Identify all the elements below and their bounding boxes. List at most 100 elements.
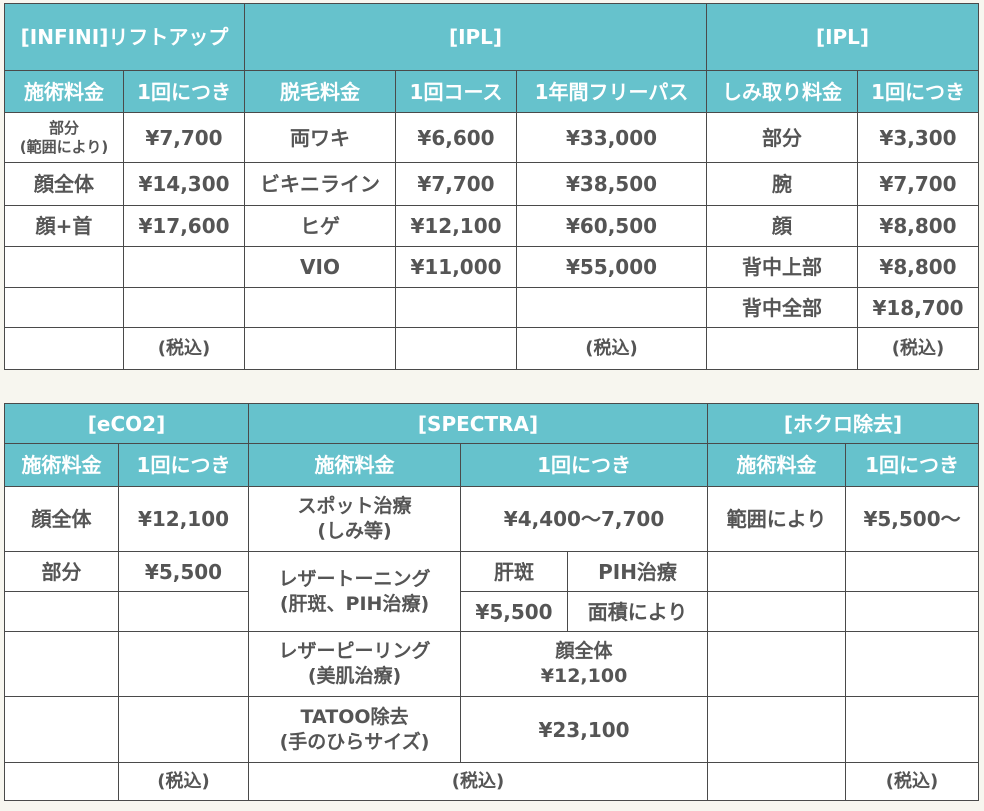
table-row: VIO ¥11,000 ¥55,000 背中上部 ¥8,800 <box>4 246 979 288</box>
empty-cell <box>845 551 980 592</box>
group-title-ipl-hair: [IPL] <box>244 3 707 71</box>
group-title-eco2: [eCO2] <box>3 403 250 444</box>
col-header-hair-year: 1年間フリーパス <box>516 70 707 113</box>
spectra-toning-sub1-price: ¥5,500 <box>460 591 569 632</box>
tax-row: (税込) (税込) (税込) <box>4 762 980 801</box>
hair-once-cell: ¥11,000 <box>395 246 517 288</box>
empty-cell <box>707 631 847 697</box>
hair-year-cell: ¥38,500 <box>516 162 707 206</box>
hair-area-cell: 両ワキ <box>244 112 396 163</box>
group-title-mole: [ホクロ除去] <box>707 403 980 444</box>
spectra-peeling-name-line2: (美肌治療) <box>307 665 402 687</box>
table-row: TATOO除去 (手のひらサイズ) ¥23,100 <box>4 696 980 763</box>
hair-once-cell: ¥6,600 <box>395 112 517 163</box>
infini-price-cell: ¥7,700 <box>123 112 245 163</box>
empty-cell <box>244 287 396 328</box>
price-table-eco2-spectra-mole: [eCO2] [SPECTRA] [ホクロ除去] 施術料金 1回につき 施術料金… <box>3 403 980 801</box>
col-header-spot-price: 1回につき <box>857 70 979 113</box>
empty-cell <box>395 327 517 370</box>
spot-area-cell: 背中上部 <box>706 246 858 288</box>
tax-note: (税込) <box>248 762 709 801</box>
empty-cell <box>4 696 119 763</box>
col-header-infini-area: 施術料金 <box>4 70 124 113</box>
infini-area-cell: 顔+首 <box>4 205 124 247</box>
empty-cell <box>707 762 847 801</box>
hair-once-cell: ¥12,100 <box>395 205 517 247</box>
empty-cell <box>395 287 517 328</box>
empty-cell <box>123 246 245 288</box>
hair-area-cell: ヒゲ <box>244 205 396 247</box>
eco2-price-cell: ¥5,500 <box>117 551 250 592</box>
empty-cell <box>4 631 119 697</box>
spectra-peeling-name: レザーピーリング (美肌治療) <box>248 631 462 697</box>
empty-cell <box>845 631 980 697</box>
eco2-area-cell: 顔全体 <box>4 486 119 552</box>
spot-price-cell: ¥8,800 <box>857 246 979 288</box>
empty-cell <box>4 591 119 632</box>
spectra-toning-sub1-label: 肝斑 <box>460 551 569 592</box>
col-header-infini-price: 1回につき <box>123 70 245 113</box>
price-table-infini-ipl: [INFINI]リフトアップ [IPL] [IPL] 施術料金 1回につき 脱毛… <box>4 3 979 370</box>
col-header-eco2-area: 施術料金 <box>4 443 119 487</box>
mole-price-cell: ¥5,500〜 <box>845 486 980 552</box>
spectra-toning-sub2-price: 面積により <box>567 591 709 632</box>
infini-area-cell: 顔全体 <box>4 162 124 206</box>
empty-cell <box>516 287 707 328</box>
infini-price-cell: ¥17,600 <box>123 205 245 247</box>
table-row: レザーピーリング (美肌治療) 顔全体 ¥12,100 <box>4 631 980 697</box>
spectra-peeling-price-line2: ¥12,100 <box>540 665 628 687</box>
col-header-spot-area: しみ取り料金 <box>706 70 858 113</box>
empty-cell <box>123 287 245 328</box>
spot-area-cell: 背中全部 <box>706 287 858 328</box>
table-row: 背中全部 ¥18,700 <box>4 287 979 328</box>
eco2-price-cell: ¥12,100 <box>117 486 250 552</box>
col-header-mole-price: 1回につき <box>845 443 980 487</box>
spot-price-cell: ¥7,700 <box>857 162 979 206</box>
empty-cell <box>707 551 847 592</box>
spectra-tatoo-name-line1: TATOO除去 <box>300 705 409 728</box>
spot-area-cell: 部分 <box>706 112 858 163</box>
table-row: 部分 (範囲により) ¥7,700 両ワキ ¥6,600 ¥33,000 部分 … <box>4 112 979 163</box>
col-header-spectra-area: 施術料金 <box>248 443 462 487</box>
group-title-infini: [INFINI]リフトアップ <box>4 3 245 71</box>
table-row: 顔+首 ¥17,600 ヒゲ ¥12,100 ¥60,500 顔 ¥8,800 <box>4 205 979 247</box>
empty-cell <box>707 696 847 763</box>
group-header-row: [INFINI]リフトアップ [IPL] [IPL] <box>4 3 979 71</box>
tax-note: (税込) <box>845 762 980 801</box>
tax-note: (税込) <box>123 327 245 370</box>
col-header-hair-area: 脱毛料金 <box>244 70 396 113</box>
infini-area-cell: 部分 (範囲により) <box>4 112 124 163</box>
spectra-tatoo-price: ¥23,100 <box>460 696 709 763</box>
empty-cell <box>706 327 858 370</box>
spot-area-cell: 腕 <box>706 162 858 206</box>
spectra-peeling-price: 顔全体 ¥12,100 <box>460 631 709 697</box>
empty-cell <box>4 762 119 801</box>
spectra-tatoo-name-line2: (手のひらサイズ) <box>279 730 430 753</box>
spectra-peeling-price-line1: 顔全体 <box>555 640 613 663</box>
spectra-toning-name-line2: (肝斑、PIH治療) <box>279 592 430 615</box>
spectra-spot-name-line1: スポット治療 <box>297 495 412 518</box>
group-title-ipl-spot: [IPL] <box>706 3 979 71</box>
hair-year-cell: ¥55,000 <box>516 246 707 288</box>
tax-note: (税込) <box>117 762 250 801</box>
col-header-hair-once: 1回コース <box>395 70 517 113</box>
hair-year-cell: ¥60,500 <box>516 205 707 247</box>
spot-price-cell: ¥3,300 <box>857 112 979 163</box>
tax-row: (税込) (税込) (税込) <box>4 327 979 370</box>
spectra-toning-sub2-label: PIH治療 <box>567 551 709 592</box>
column-header-row: 施術料金 1回につき 施術料金 1回につき 施術料金 1回につき <box>4 443 980 487</box>
col-header-eco2-price: 1回につき <box>117 443 250 487</box>
eco2-area-cell: 部分 <box>4 551 119 592</box>
spectra-tatoo-name: TATOO除去 (手のひらサイズ) <box>248 696 462 763</box>
empty-cell <box>244 327 396 370</box>
spectra-peeling-name-line1: レザーピーリング <box>278 640 431 663</box>
empty-cell <box>4 246 124 288</box>
empty-cell <box>845 591 980 632</box>
spot-price-cell: ¥8,800 <box>857 205 979 247</box>
column-header-row: 施術料金 1回につき 脱毛料金 1回コース 1年間フリーパス しみ取り料金 1回… <box>4 70 979 113</box>
empty-cell <box>4 287 124 328</box>
col-header-spectra-price: 1回につき <box>460 443 709 487</box>
tax-note: (税込) <box>516 327 707 370</box>
spectra-toning-name: レザートーニング (肝斑、PIH治療) <box>248 551 462 632</box>
infini-price-cell: ¥14,300 <box>123 162 245 206</box>
